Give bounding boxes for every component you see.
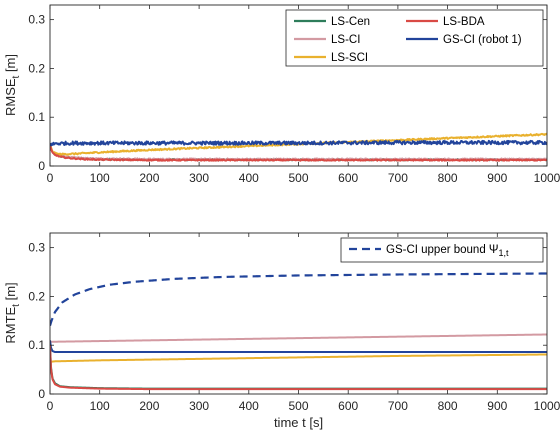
x-tick-label: 0 [47,171,54,185]
x-tick-label: 200 [139,399,159,413]
series-group [50,132,547,162]
legend-label: LS-SCI [331,52,368,64]
y-axis-label: RMSEt [m] [3,54,22,116]
x-tick-label: 400 [239,399,259,413]
x-tick-label: 600 [338,171,358,185]
y-tick-label: 0.1 [28,110,45,124]
x-tick-label: 900 [487,399,507,413]
x-tick-label: 1000 [534,399,560,413]
legend: GS-CI upper bound Ψ1,t [340,237,544,263]
x-tick-label: 500 [288,399,308,413]
chart-panel-1: 0 100 200 300 400 500 600 700 800 900 1000 0 0.1 0.2 0… [3,4,560,185]
y-tick-label: 0.3 [28,13,45,27]
y-axis-label: RMTEt [m] [3,282,22,343]
y-tick-label: 0 [38,159,45,173]
x-tick-label: 800 [438,171,458,185]
legend-box [340,237,544,263]
x-tick-label: 100 [90,399,110,413]
series-line [50,132,547,156]
legend-label: GS-CI (robot 1) [443,34,522,46]
x-axis-label: time t [s] [274,415,323,430]
legend-label: LS-CI [331,34,360,46]
y-tick-label: 0.3 [28,241,45,255]
x-tick-label: 700 [388,399,408,413]
series-line [50,339,547,354]
legend-label: GS-CI upper bound Ψ1,t [386,244,509,258]
y-tick-label: 0.2 [28,289,45,303]
x-tick-label: 0 [47,399,54,413]
y-tick-label: 0.1 [28,338,45,352]
series-line [50,139,547,147]
x-tick-label: 700 [388,171,408,185]
series-line [50,272,547,327]
series-line [50,345,547,391]
x-tick-label: 1000 [534,171,560,185]
y-tick-label: 0 [38,387,45,401]
legend-label: LS-Cen [331,16,370,28]
legend-label: LS-BDA [443,16,485,28]
chart-panel-2: 0 100 200 300 400 500 600 700 800 900 1000 0 0.1 0.2 0… [3,232,560,430]
x-tick-label: 300 [189,399,209,413]
x-tick-label: 900 [487,171,507,185]
x-tick-label: 100 [90,171,110,185]
x-tick-label: 600 [338,399,358,413]
series-group [50,272,547,391]
y-tick-label: 0.2 [28,61,45,75]
series-line [50,353,547,363]
x-tick-label: 200 [139,171,159,185]
x-tick-label: 400 [239,171,259,185]
x-tick-label: 800 [438,399,458,413]
legend: LS-Cen LS-CI LS-SCI LS-BDA GS-CI (robot 1) [285,9,544,67]
x-tick-label: 300 [189,171,209,185]
series-line [50,143,547,162]
x-tick-label: 500 [288,171,308,185]
series-line [50,333,547,343]
